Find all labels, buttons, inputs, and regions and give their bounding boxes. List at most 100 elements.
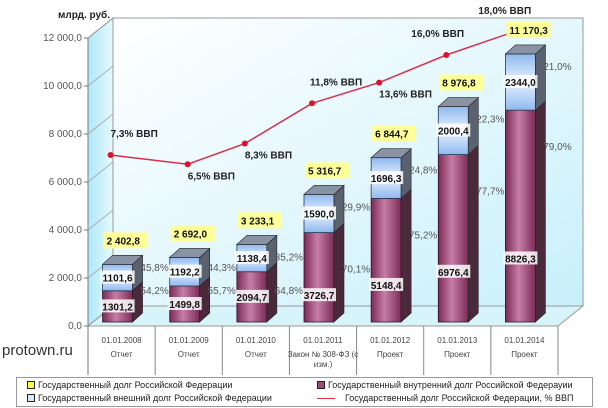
legend-label-total: Государственный долг Российской Федераци…	[38, 380, 233, 390]
legend-item-total: Государственный долг Российской Федераци…	[27, 380, 232, 390]
y-tick-diag	[87, 113, 114, 135]
bar-internal-value-bg	[234, 289, 269, 303]
bar-internal-side	[467, 144, 479, 323]
legend-swatch-internal	[317, 381, 325, 389]
bar-top	[437, 97, 480, 107]
category-date: 01.01.2011	[303, 336, 343, 345]
legend-item-internal: Государственный внутренний долг Российск…	[317, 380, 573, 390]
gdp-label: 8,3% ВВП	[245, 151, 292, 162]
category-date: 01.01.2009	[169, 336, 210, 345]
external-share-label: 24,8%	[409, 166, 437, 177]
total-value: 2 402,8	[107, 236, 141, 247]
legend-swatch-total	[27, 381, 35, 389]
bar-internal	[505, 109, 536, 323]
y-unit-label: млрд. руб.	[58, 9, 110, 21]
bar-external-value: 2344,0	[505, 78, 536, 89]
bar-external-value-bg	[234, 251, 269, 265]
total-value: 8 976,8	[442, 79, 476, 90]
bar-internal-value-bg	[302, 288, 336, 302]
category-date: 01.01.2008	[102, 336, 143, 345]
bar-external-value: 1590,0	[304, 209, 335, 220]
total-value-bg	[305, 162, 349, 179]
bar-external-value-bg	[100, 270, 135, 284]
total-value-bg	[372, 125, 417, 142]
bar-stack	[236, 234, 278, 323]
total-value-bg	[170, 225, 215, 242]
y-tick-label: 6 000,0	[49, 177, 83, 188]
external-share-label: 45,8%	[140, 263, 168, 274]
y-tick-label: 8 000,0	[49, 129, 83, 140]
category-type: Проект	[377, 350, 404, 359]
y-tick-diag	[87, 161, 114, 183]
legend-label-gdp: Государственный долг Российской Федераци…	[345, 393, 574, 403]
bar-internal-side	[400, 188, 412, 323]
bar-external-value-bg	[503, 75, 538, 89]
gdp-point	[241, 140, 248, 147]
gdp-label: 16,0% ВВП	[411, 29, 464, 40]
y-tick-label: 0,0	[68, 321, 82, 332]
bar-internal-value-bg	[369, 277, 404, 291]
y-tick-label: 12 000,0	[43, 33, 82, 44]
bar-internal-value: 1499,8	[169, 300, 200, 311]
bar-internal-value-bg	[436, 264, 471, 278]
bar-internal	[370, 198, 402, 323]
bar-top	[101, 255, 144, 265]
internal-share-label: 75,2%	[409, 230, 437, 241]
gdp-point	[443, 52, 450, 58]
total-value-bg	[439, 74, 484, 91]
bar-internal-value-bg	[167, 297, 202, 311]
internal-share-label: 54,2%	[140, 286, 168, 297]
category-type: Отчет	[178, 350, 200, 359]
category-type: Отчет	[245, 350, 267, 359]
total-value-bg	[506, 21, 551, 38]
bar-external-value-bg	[369, 171, 404, 185]
bar-internal	[437, 154, 469, 323]
total-value: 6 844,7	[375, 130, 409, 141]
y-tick-diag	[87, 65, 114, 87]
bar-internal-value-bg	[503, 251, 538, 265]
legend-label-internal: Государственный внутренний долг Российск…	[328, 380, 573, 390]
external-share-label: 44,3%	[208, 263, 236, 274]
bar-external-value: 1138,4	[237, 254, 267, 265]
gdp-label: 6,5% ВВП	[188, 171, 235, 182]
category-date: 01.01.2010	[236, 336, 277, 345]
internal-share-label: 77,7%	[476, 187, 504, 198]
gdp-label: 18,0% ВВП	[478, 6, 531, 17]
bar-internal-value: 3726,7	[304, 291, 335, 302]
total-value: 3 233,1	[241, 216, 275, 227]
y-tick-label: 4 000,0	[49, 225, 83, 236]
internal-share-label: 70,1%	[342, 265, 370, 276]
bar-internal-side	[535, 100, 546, 323]
external-share-label: 21,0%	[543, 62, 571, 73]
legend-label-external: Государственный внешний долг Российской …	[38, 393, 272, 403]
gdp-label: 7,3% ВВП	[111, 129, 158, 140]
category-type: Отчет	[111, 350, 133, 359]
category-type: Проект	[444, 350, 471, 359]
bar-external-value: 1696,3	[371, 174, 402, 185]
bar-internal-value: 1301,2	[102, 302, 133, 313]
legend: Государственный долг Российской Федераци…	[16, 377, 593, 407]
total-value-bg	[237, 212, 282, 229]
internal-share-label: 55,7%	[208, 286, 236, 297]
bar-top	[504, 44, 547, 55]
external-share-label: 22,3%	[476, 115, 504, 126]
total-value: 5 316,7	[308, 166, 342, 177]
category-type: изм.)	[314, 360, 333, 369]
category-type: Проект	[511, 350, 538, 359]
total-value: 2 692,0	[174, 229, 208, 240]
bar-external-value-bg	[167, 264, 202, 278]
gdp-label: 13,6% ВВП	[379, 90, 432, 101]
legend-item-external: Государственный внешний долг Российской …	[27, 393, 272, 403]
total-value: 11 170,3	[509, 26, 548, 37]
y-tick-label: 2 000,0	[49, 273, 83, 284]
legend-line-gdp	[317, 397, 335, 399]
category-date: 01.01.2014	[504, 336, 545, 345]
bar-external-value-bg	[436, 123, 471, 137]
bar-top	[236, 235, 278, 245]
bar-internal-value: 2094,7	[237, 293, 268, 304]
y-tick-diag	[87, 209, 114, 231]
gdp-point	[184, 161, 191, 168]
bar-stack	[370, 148, 412, 323]
gdp-point	[107, 152, 114, 159]
